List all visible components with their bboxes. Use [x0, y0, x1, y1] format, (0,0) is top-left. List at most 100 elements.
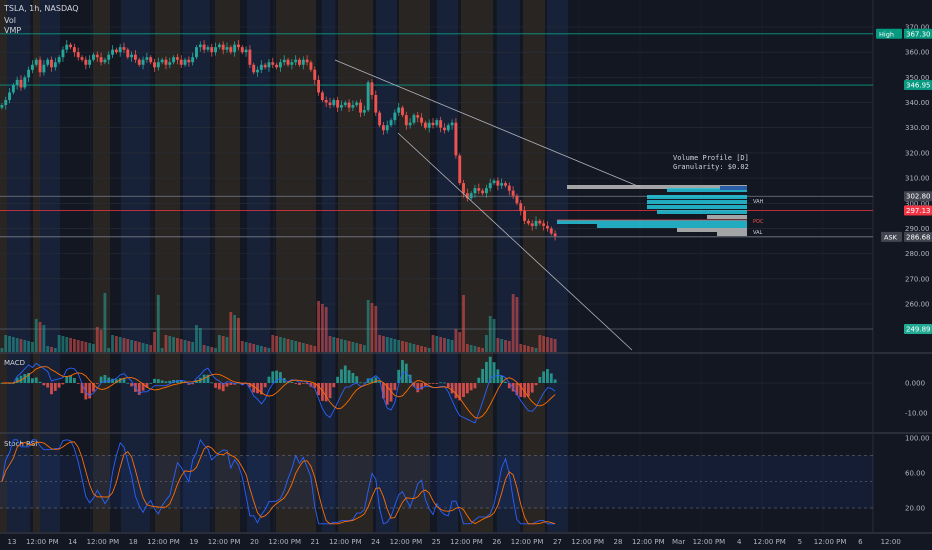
level-tag-label: High — [879, 30, 894, 38]
time-axis: 13 12:00 PM 14 12:00 PM 18 12:00 PM 19 12:00 PM… — [8, 538, 901, 546]
volume-bar — [420, 346, 423, 352]
volume-bar — [191, 342, 195, 352]
time-tick-label: 12:00 PM — [329, 538, 362, 546]
candle-body — [153, 62, 156, 68]
macd-hist-bar — [95, 383, 99, 384]
candle-body — [133, 54, 137, 60]
candle-body — [278, 62, 282, 68]
price-tick-label: 350.00 — [905, 74, 930, 82]
volume-bar — [435, 336, 439, 352]
macd-hist-bar — [175, 380, 179, 383]
volume-bar — [210, 347, 214, 352]
volume-bar — [423, 347, 427, 352]
volume-profile-row — [717, 232, 747, 236]
candle-body — [130, 54, 134, 58]
candle-body — [53, 62, 57, 68]
time-tick-label: 12:00 PM — [571, 538, 604, 546]
volume-bar — [92, 344, 95, 352]
volume-bar — [202, 345, 206, 352]
macd-hist-bar — [256, 383, 259, 394]
session-band — [547, 0, 568, 532]
time-tick-label: 12:00 PM — [147, 538, 180, 546]
candle-body — [519, 203, 523, 211]
volume-bar — [282, 338, 286, 352]
macd-hist-bar — [153, 378, 156, 383]
candle-body — [481, 190, 485, 194]
macd-hist-bar — [317, 383, 320, 396]
volume-bar — [141, 343, 145, 352]
macd-hist-bar — [423, 383, 427, 386]
session-band — [322, 0, 335, 532]
volume-bar — [412, 344, 416, 352]
vp-title: Volume Profile [D] — [673, 154, 749, 162]
macd-hist-bar — [485, 361, 488, 383]
session-band — [40, 0, 60, 532]
candle-body — [336, 100, 340, 108]
candle-body — [454, 122, 458, 156]
volume-bar — [0, 348, 4, 352]
volume-bar — [469, 345, 473, 352]
macd-hist-bar — [130, 383, 134, 387]
volume-bar — [107, 348, 111, 352]
volume-bar — [156, 295, 160, 352]
candle-body — [214, 47, 218, 53]
macd-hist-bar — [61, 383, 65, 385]
macd-hist-bar — [477, 377, 481, 383]
time-tick-label: 26 — [492, 538, 501, 546]
macd-hist-bar — [179, 380, 183, 383]
volume-bar — [340, 339, 343, 352]
volume-bar — [69, 338, 72, 352]
macd-hist-bar — [492, 362, 496, 383]
macd-hist-bar — [301, 383, 305, 384]
candle-body — [175, 57, 179, 60]
macd-hist-bar — [69, 375, 72, 383]
candle-body — [305, 59, 309, 63]
candle-body — [496, 180, 500, 186]
macd-hist-bar — [526, 383, 530, 397]
volume-bar — [397, 340, 401, 352]
volume-bar — [328, 336, 332, 352]
volume-bar — [538, 335, 542, 352]
candle-body — [290, 62, 294, 65]
volume-bar — [279, 337, 282, 352]
candle-body — [309, 62, 313, 70]
volume-profile-row — [647, 205, 747, 209]
volume-bar — [553, 339, 557, 352]
volume-bar — [294, 341, 298, 352]
macd-hist-bar — [519, 383, 523, 398]
candle-body — [172, 57, 176, 63]
volume-bar — [164, 335, 168, 352]
macd-hist-bar — [347, 370, 351, 383]
level-tag-value: 286.68 — [906, 233, 931, 241]
candle-body — [488, 183, 492, 189]
candle-body — [259, 64, 263, 70]
volume-bar — [114, 336, 118, 352]
volume-bar — [542, 336, 546, 352]
macd-hist-bar — [355, 376, 359, 383]
candle-body — [233, 44, 237, 53]
session-band — [215, 0, 240, 532]
macd-hist-bar — [332, 383, 336, 388]
macd-hist-bar — [206, 374, 210, 383]
volume-bar — [404, 342, 408, 352]
volume-bar — [259, 346, 263, 352]
candle-body — [46, 59, 50, 65]
macd-tick: -10.00 — [905, 410, 928, 418]
candle-body — [443, 127, 446, 131]
poc-label: POC — [753, 219, 764, 225]
macd-hist-bar — [99, 376, 103, 383]
candle-body — [553, 233, 557, 237]
macd-hist-bar — [351, 372, 355, 383]
macd-hist-bar — [122, 378, 126, 383]
volume-bar — [450, 340, 454, 352]
level-tag-value: 297.13 — [906, 207, 931, 215]
volume-bar — [385, 337, 389, 352]
macd-hist-bar — [416, 383, 420, 393]
volume-bar — [511, 294, 515, 352]
candle-body — [76, 52, 80, 58]
volume-bar — [134, 341, 137, 352]
volume-profile-row — [677, 228, 747, 232]
macd-hist-bar — [294, 383, 298, 384]
